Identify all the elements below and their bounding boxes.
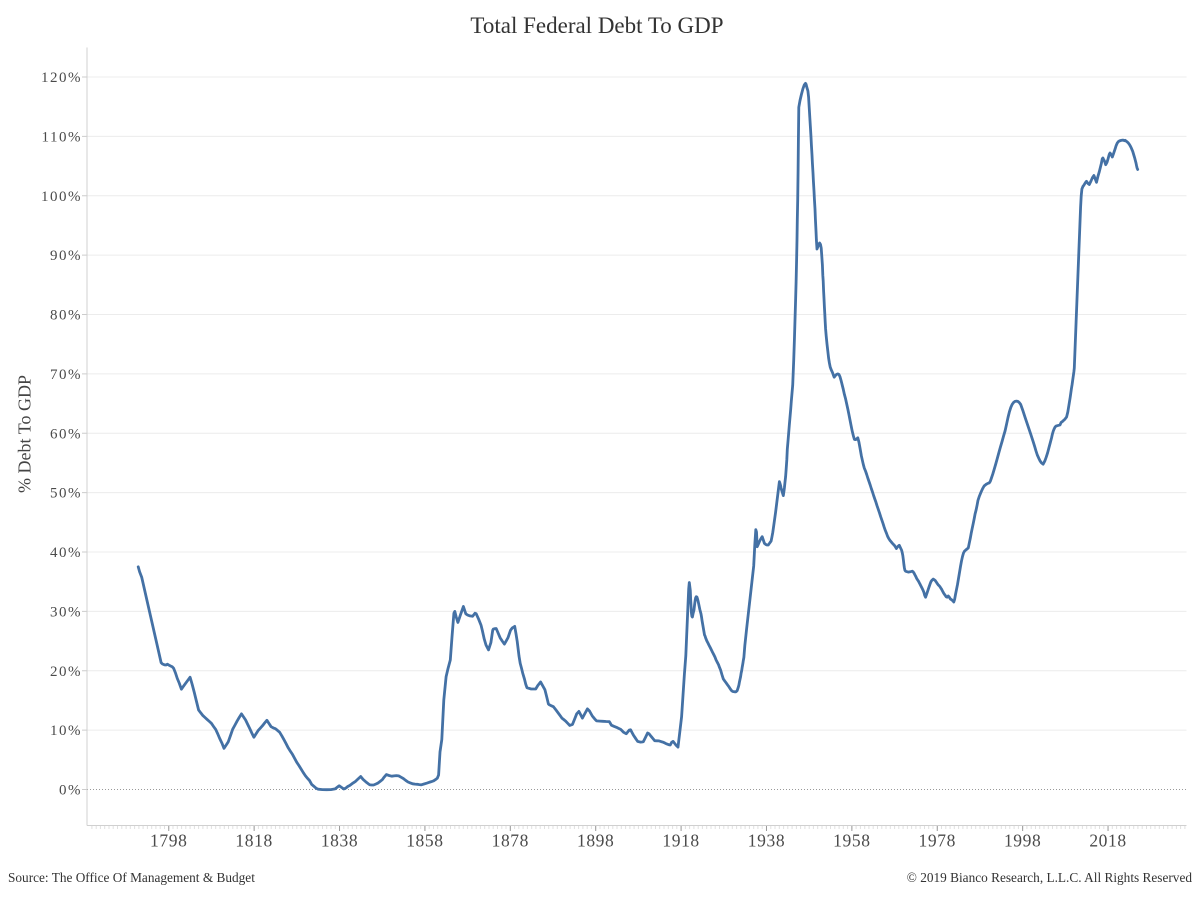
svg-text:1978: 1978: [919, 831, 956, 851]
svg-text:1898: 1898: [577, 831, 614, 851]
svg-text:1858: 1858: [406, 831, 443, 851]
svg-text:1818: 1818: [235, 831, 272, 851]
svg-text:1878: 1878: [492, 831, 529, 851]
svg-text:70%: 70%: [50, 367, 82, 383]
svg-text:10%: 10%: [50, 723, 82, 739]
svg-text:90%: 90%: [50, 248, 82, 264]
svg-text:1918: 1918: [662, 831, 699, 851]
svg-text:1938: 1938: [748, 831, 785, 851]
svg-text:2018: 2018: [1089, 831, 1126, 851]
svg-text:1798: 1798: [150, 831, 187, 851]
svg-text:© 2019 Bianco Research, L.L.C.: © 2019 Bianco Research, L.L.C. All Right…: [907, 870, 1193, 885]
svg-text:50%: 50%: [50, 486, 82, 502]
svg-text:120%: 120%: [41, 70, 82, 86]
svg-text:40%: 40%: [50, 545, 82, 561]
svg-text:1958: 1958: [833, 831, 870, 851]
svg-text:Source: The Office Of Manageme: Source: The Office Of Management & Budge…: [8, 870, 255, 885]
svg-text:1838: 1838: [321, 831, 358, 851]
svg-text:0%: 0%: [59, 783, 82, 799]
svg-text:80%: 80%: [50, 308, 82, 324]
svg-text:1998: 1998: [1004, 831, 1041, 851]
svg-text:Total Federal Debt To GDP: Total Federal Debt To GDP: [470, 13, 723, 38]
svg-text:100%: 100%: [41, 189, 82, 205]
svg-text:60%: 60%: [50, 426, 82, 442]
svg-text:110%: 110%: [42, 129, 82, 145]
svg-text:30%: 30%: [50, 604, 82, 620]
svg-text:% Debt To GDP: % Debt To GDP: [15, 375, 35, 493]
svg-text:20%: 20%: [50, 664, 82, 680]
